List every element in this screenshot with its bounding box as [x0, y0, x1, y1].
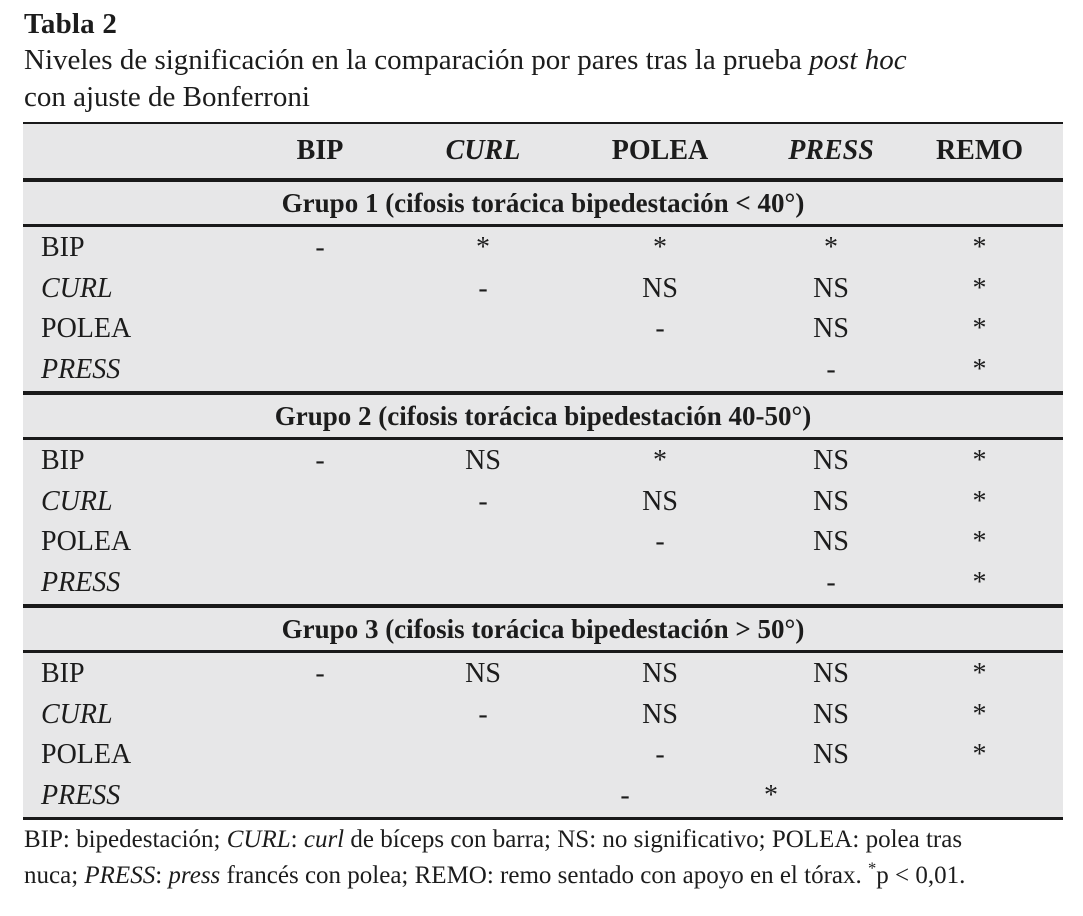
value-cell-curl: -: [478, 485, 488, 517]
text-segment: con ajuste de Bonferroni: [24, 81, 310, 113]
text-segment: p < 0,01.: [876, 862, 966, 889]
row-label-curl: CURL: [41, 272, 113, 304]
table-header-row: BIP CURL POLEA PRESS REMO: [23, 124, 1063, 182]
value-cell-press: *: [824, 232, 838, 264]
text-segment: francés con polea; REMO: remo sentado co…: [220, 862, 868, 889]
row-label-press: PRESS: [41, 353, 121, 385]
value-cell-remo: *: [972, 353, 987, 385]
text-segment: de bíceps con barra; NS: no significativ…: [344, 826, 963, 853]
value-cell-remo: *: [972, 232, 987, 264]
table-row: PRESS - *: [23, 776, 1063, 817]
value-cell-polea: *: [653, 232, 667, 264]
value-cell-polea: -: [620, 779, 630, 811]
value-cell-press: -: [826, 566, 836, 598]
value-cell-press: NS: [813, 272, 849, 304]
group-title: Grupo 2 (cifosis torácica bipedestación …: [23, 395, 1063, 440]
value-cell-remo: *: [972, 445, 987, 477]
text-segment: curl: [303, 826, 345, 853]
value-cell-polea: *: [653, 445, 667, 477]
value-cell-remo: *: [972, 485, 987, 517]
table-row: BIP - NS NS NS *: [23, 654, 1063, 695]
value-cell-press: *: [764, 779, 778, 811]
value-cell-curl: -: [478, 698, 488, 730]
value-cell-press: NS: [813, 485, 849, 517]
header-cell-curl: CURL: [445, 135, 521, 166]
value-cell-press: NS: [813, 313, 849, 345]
header-cell-polea: POLEA: [611, 135, 709, 166]
value-cell-polea: NS: [642, 485, 678, 517]
row-label-press: PRESS: [41, 779, 121, 811]
value-cell-polea: NS: [642, 658, 678, 690]
table-row: CURL - NS NS *: [23, 269, 1063, 310]
group-title: Grupo 1 (cifosis torácica bipedestación …: [23, 182, 1063, 227]
row-label-bip: BIP: [41, 445, 85, 477]
value-cell-press: -: [826, 353, 836, 385]
row-label-polea: POLEA: [41, 526, 132, 558]
value-cell-curl: -: [478, 272, 488, 304]
table-row: CURL - NS NS *: [23, 482, 1063, 523]
value-cell-press: NS: [813, 526, 849, 558]
group-rows: BIP - NS NS NS * CURL - NS NS * POLEA - NS * PRESS - *: [23, 653, 1063, 817]
row-label-bip: BIP: [41, 232, 85, 264]
text-segment: Niveles de significación en la comparaci…: [24, 44, 810, 76]
value-cell-curl: NS: [465, 445, 501, 477]
table-row: PRESS - *: [23, 350, 1063, 391]
table-caption-label: Tabla 2: [24, 8, 118, 40]
row-label-curl: CURL: [41, 698, 113, 730]
table-row: POLEA - NS *: [23, 735, 1063, 776]
value-cell-press: NS: [813, 739, 849, 771]
text-segment: CURL: [226, 826, 291, 853]
table-row: BIP - * * * *: [23, 228, 1063, 269]
value-cell-bip: -: [315, 445, 325, 477]
value-cell-remo: *: [972, 739, 987, 771]
header-cell-press: PRESS: [788, 135, 874, 166]
header-cell-bip: BIP: [296, 135, 344, 166]
value-cell-curl: NS: [465, 658, 501, 690]
value-cell-press: NS: [813, 698, 849, 730]
value-cell-bip: -: [315, 658, 325, 690]
text-segment: press: [168, 862, 221, 889]
text-segment: post hoc: [809, 44, 907, 76]
value-cell-remo: *: [972, 658, 987, 690]
value-cell-press: NS: [813, 445, 849, 477]
value-cell-polea: -: [655, 313, 665, 345]
significance-table: BIP CURL POLEA PRESS REMO Grupo 1 (cifosis t…: [23, 122, 1063, 820]
table-row: POLEA - NS *: [23, 309, 1063, 350]
table-row: POLEA - NS *: [23, 522, 1063, 563]
text-segment: PRESS: [84, 862, 156, 889]
value-cell-polea: -: [655, 526, 665, 558]
text-segment: *: [868, 858, 877, 878]
value-cell-curl: *: [476, 232, 490, 264]
value-cell-remo: *: [972, 566, 987, 598]
row-label-polea: POLEA: [41, 313, 132, 345]
value-cell-polea: NS: [642, 272, 678, 304]
table-caption-text: Niveles de significación en la comparaci…: [24, 42, 1044, 116]
row-label-bip: BIP: [41, 658, 85, 690]
row-label-polea: POLEA: [41, 739, 132, 771]
row-label-curl: CURL: [41, 485, 113, 517]
value-cell-press: NS: [813, 658, 849, 690]
group-title: Grupo 3 (cifosis torácica bipedestación …: [23, 608, 1063, 653]
row-label-press: PRESS: [41, 566, 121, 598]
value-cell-bip: -: [315, 232, 325, 264]
value-cell-polea: -: [655, 739, 665, 771]
text-segment: :: [155, 862, 169, 889]
header-cell-remo: REMO: [935, 135, 1024, 166]
value-cell-polea: NS: [642, 698, 678, 730]
value-cell-remo: *: [972, 313, 987, 345]
value-cell-remo: *: [972, 526, 987, 558]
table-row: CURL - NS NS *: [23, 695, 1063, 736]
table-row: PRESS - *: [23, 563, 1063, 604]
value-cell-remo: *: [972, 698, 987, 730]
table-body: Grupo 1 (cifosis torácica bipedestación …: [23, 182, 1063, 817]
text-segment: :: [290, 826, 304, 853]
value-cell-remo: *: [972, 272, 987, 304]
text-segment: BIP: bipedestación;: [24, 826, 227, 853]
text-segment: nuca;: [24, 862, 85, 889]
table-row: BIP - NS * NS *: [23, 441, 1063, 482]
table-footnote: BIP: bipedestación; CURL: curl de bíceps…: [24, 822, 1072, 894]
group-rows: BIP - NS * NS * CURL - NS NS * POLEA - NS * PRESS - *: [23, 440, 1063, 608]
group-rows: BIP - * * * * CURL - NS NS * POLEA - NS * PRESS - *: [23, 227, 1063, 395]
